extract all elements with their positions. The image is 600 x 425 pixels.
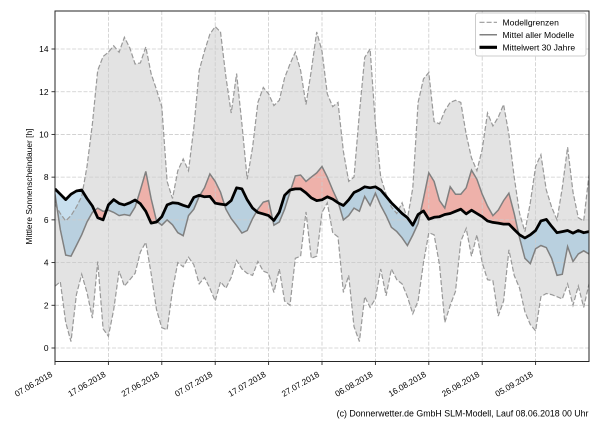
svg-text:12: 12 — [39, 87, 49, 97]
svg-text:4: 4 — [44, 258, 49, 268]
svg-text:6: 6 — [44, 215, 49, 225]
svg-text:(c) Donnerwetter.de GmbH SLM-M: (c) Donnerwetter.de GmbH SLM-Modell, Lau… — [337, 409, 589, 419]
svg-text:10: 10 — [39, 130, 49, 140]
svg-text:Mittelwert 30 Jahre: Mittelwert 30 Jahre — [503, 42, 576, 52]
svg-text:0: 0 — [44, 343, 49, 353]
svg-text:14: 14 — [39, 44, 49, 54]
svg-text:Mittlere Sonnenscheindauer [h]: Mittlere Sonnenscheindauer [h] — [24, 129, 34, 245]
svg-text:Mittel aller Modelle: Mittel aller Modelle — [503, 30, 575, 40]
svg-text:8: 8 — [44, 172, 49, 182]
svg-text:Modellgrenzen: Modellgrenzen — [503, 17, 560, 27]
svg-text:2: 2 — [44, 300, 49, 310]
